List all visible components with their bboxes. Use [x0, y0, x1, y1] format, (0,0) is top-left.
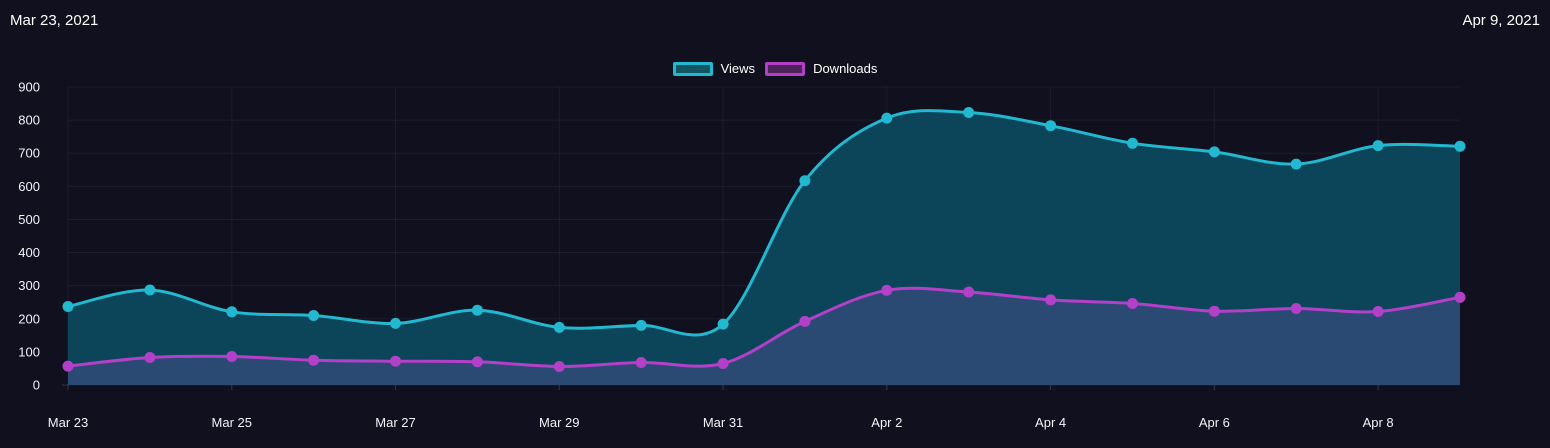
date-range-end: Apr 9, 2021	[1462, 12, 1540, 29]
y-axis-label: 300	[18, 278, 40, 293]
views-point[interactable]	[553, 321, 565, 333]
downloads-point[interactable]	[226, 351, 238, 362]
views-point[interactable]	[717, 318, 729, 330]
x-axis-label: Mar 25	[212, 415, 252, 430]
y-axis-label: 200	[18, 311, 40, 326]
views-legend-swatch-icon	[672, 61, 713, 76]
legend-item-downloads[interactable]: Downloads	[765, 61, 877, 76]
y-axis-label: 600	[18, 179, 40, 194]
views-point[interactable]	[799, 175, 811, 187]
y-axis-label: 400	[18, 245, 40, 260]
y-axis-label: 700	[18, 146, 40, 161]
downloads-point[interactable]	[1372, 306, 1384, 317]
downloads-point[interactable]	[390, 355, 401, 367]
views-point[interactable]	[1290, 158, 1302, 170]
downloads-point[interactable]	[308, 354, 320, 366]
downloads-point[interactable]	[963, 286, 975, 298]
date-range-start: Mar 23, 2021	[10, 12, 99, 29]
downloads-point[interactable]	[1127, 298, 1138, 309]
x-axis-label: Apr 8	[1363, 415, 1394, 430]
views-point[interactable]	[308, 310, 320, 321]
x-axis-label: Mar 29	[539, 415, 579, 430]
x-axis-label: Apr 4	[1035, 415, 1066, 430]
x-axis-label: Apr 6	[1199, 415, 1230, 430]
downloads-point[interactable]	[717, 358, 729, 369]
legend-item-label: Downloads	[813, 61, 878, 76]
downloads-point[interactable]	[1290, 303, 1302, 314]
downloads-point[interactable]	[1208, 305, 1220, 317]
downloads-point[interactable]	[1045, 294, 1057, 306]
x-axis-label: Mar 31	[703, 415, 743, 430]
views-point[interactable]	[635, 319, 647, 331]
views-point[interactable]	[390, 317, 401, 329]
views-point[interactable]	[471, 304, 483, 316]
views-point[interactable]	[1208, 146, 1220, 158]
views-point[interactable]	[881, 112, 893, 124]
legend-item-views[interactable]: Views	[672, 61, 756, 76]
y-axis-label: 900	[18, 80, 40, 95]
downloads-point[interactable]	[1454, 291, 1466, 303]
downloads-point[interactable]	[553, 361, 565, 372]
downloads-point[interactable]	[881, 284, 893, 296]
views-point[interactable]	[1454, 140, 1466, 152]
chart-legend: Views Downloads	[0, 61, 1550, 76]
x-axis-label: Mar 23	[48, 415, 88, 430]
views-point[interactable]	[963, 107, 975, 118]
views-point[interactable]	[1045, 120, 1057, 132]
downloads-point[interactable]	[471, 356, 483, 368]
y-axis-label: 800	[18, 113, 40, 128]
x-axis-label: Mar 27	[375, 415, 415, 430]
y-axis-label: 100	[18, 344, 40, 359]
views-point[interactable]	[62, 301, 74, 312]
date-range: Mar 23, 2021 Apr 9, 2021	[0, 12, 1550, 29]
views-point[interactable]	[1127, 137, 1138, 149]
y-axis-label: 0	[33, 378, 40, 393]
downloads-line	[66, 286, 1462, 369]
x-axis-label: Apr 2	[871, 415, 902, 430]
views-point[interactable]	[144, 284, 156, 296]
y-axis-label: 500	[18, 212, 40, 227]
downloads-legend-swatch-icon	[765, 61, 806, 76]
downloads-point[interactable]	[635, 357, 647, 368]
legend-item-label: Views	[720, 61, 756, 76]
views-point[interactable]	[226, 306, 238, 318]
downloads-point[interactable]	[62, 360, 74, 372]
downloads-point[interactable]	[144, 352, 156, 363]
downloads-point[interactable]	[799, 315, 811, 327]
downloads-area	[68, 288, 1460, 385]
views-point[interactable]	[1372, 140, 1384, 152]
